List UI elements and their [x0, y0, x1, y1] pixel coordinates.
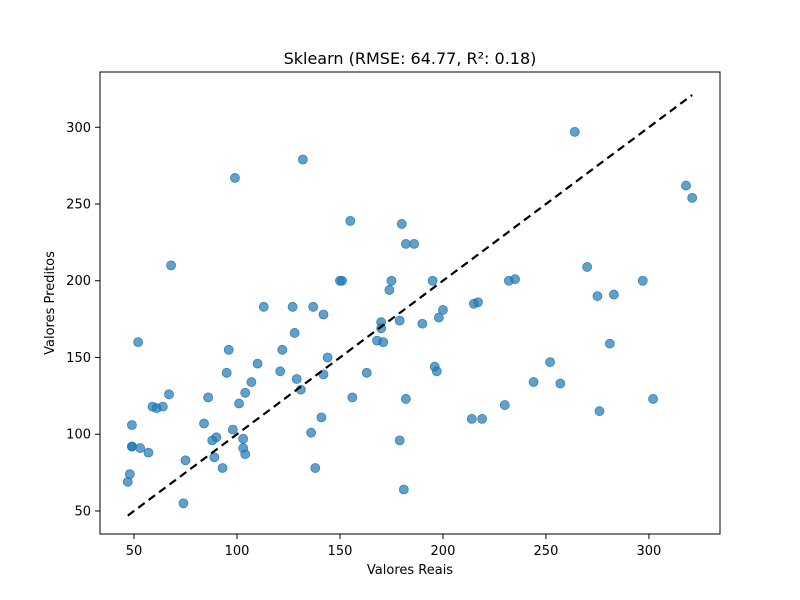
data-point	[322, 352, 333, 363]
data-point	[396, 219, 407, 229]
data-point	[258, 301, 269, 312]
x-axis: 50 100 150 200 250 300	[126, 534, 662, 559]
data-point	[180, 455, 191, 466]
data-point	[211, 432, 222, 443]
data-point	[345, 215, 356, 226]
data-point	[240, 449, 251, 460]
data-point	[400, 394, 411, 404]
data-point	[386, 275, 397, 286]
data-point	[297, 154, 308, 165]
x-tick-label: 150	[328, 544, 353, 559]
data-point	[306, 427, 317, 438]
data-point	[417, 318, 428, 329]
reference-line	[127, 94, 693, 517]
x-tick-label: 300	[637, 544, 662, 559]
data-point	[240, 387, 251, 398]
data-point	[361, 367, 372, 378]
y-axis-label: Valores Preditos	[43, 251, 58, 355]
data-point	[209, 452, 220, 463]
data-point	[316, 412, 327, 423]
data-point	[681, 180, 691, 191]
data-point	[217, 463, 228, 473]
data-point	[394, 315, 405, 326]
data-point	[337, 275, 347, 286]
data-point	[199, 418, 209, 429]
data-point	[433, 312, 444, 323]
chart-title: Sklearn (RMSE: 64.77, R²: 0.18)	[284, 49, 537, 68]
x-tick-label: 200	[431, 544, 456, 559]
data-point	[127, 441, 137, 452]
data-point	[398, 484, 409, 495]
data-point	[157, 401, 168, 412]
data-point	[234, 398, 244, 409]
data-point	[427, 275, 438, 286]
data-point	[499, 400, 510, 410]
data-point	[124, 469, 135, 480]
data-point	[133, 337, 144, 348]
y-tick-label: 150	[66, 351, 91, 366]
data-point	[400, 239, 411, 249]
data-point	[318, 309, 329, 320]
data-point	[252, 358, 263, 369]
data-point	[609, 289, 619, 300]
data-point	[545, 357, 555, 367]
y-tick-label: 250	[66, 198, 91, 213]
data-point	[582, 262, 593, 272]
data-point	[143, 447, 154, 458]
data-point	[289, 328, 300, 338]
data-point	[277, 344, 288, 355]
data-point	[178, 498, 189, 509]
data-point	[528, 377, 539, 387]
data-point	[223, 344, 234, 355]
data-point	[127, 420, 137, 430]
data-point	[166, 260, 176, 271]
data-point	[230, 173, 240, 183]
data-point	[637, 275, 648, 286]
x-tick-label: 250	[534, 544, 559, 559]
x-tick-label: 50	[126, 544, 143, 559]
y-axis: 50 100 150 200 250 300	[66, 121, 100, 519]
y-tick-label: 200	[66, 274, 91, 289]
data-point	[287, 301, 298, 312]
data-point	[164, 389, 174, 400]
data-point	[604, 338, 615, 349]
y-tick-label: 300	[66, 121, 91, 136]
plot-area-frame	[99, 71, 721, 535]
data-point	[473, 297, 483, 308]
y-tick-label: 100	[66, 428, 91, 443]
y-tick-label: 50	[74, 504, 91, 519]
data-point	[687, 192, 698, 203]
data-point	[409, 239, 420, 249]
data-point	[238, 433, 249, 444]
data-point	[378, 337, 389, 348]
data-point	[275, 366, 286, 377]
data-point	[466, 413, 477, 424]
data-points	[122, 126, 698, 509]
x-tick-label: 100	[225, 544, 250, 559]
data-point	[431, 366, 442, 377]
data-point	[203, 392, 214, 403]
data-point	[555, 378, 566, 389]
data-point	[510, 274, 520, 285]
data-point	[347, 392, 358, 403]
data-point	[135, 443, 146, 453]
data-point	[438, 305, 448, 315]
data-point	[569, 126, 580, 137]
x-axis-label: Valores Reais	[367, 563, 453, 578]
data-point	[592, 291, 603, 301]
data-point	[291, 374, 302, 384]
data-point	[227, 424, 238, 435]
data-point	[384, 285, 395, 295]
data-point	[246, 377, 257, 387]
data-point	[308, 301, 319, 312]
data-point	[477, 413, 487, 424]
data-point	[310, 463, 321, 473]
data-point	[594, 406, 605, 417]
data-point	[221, 367, 232, 378]
data-point	[648, 394, 658, 404]
data-point	[394, 435, 405, 446]
